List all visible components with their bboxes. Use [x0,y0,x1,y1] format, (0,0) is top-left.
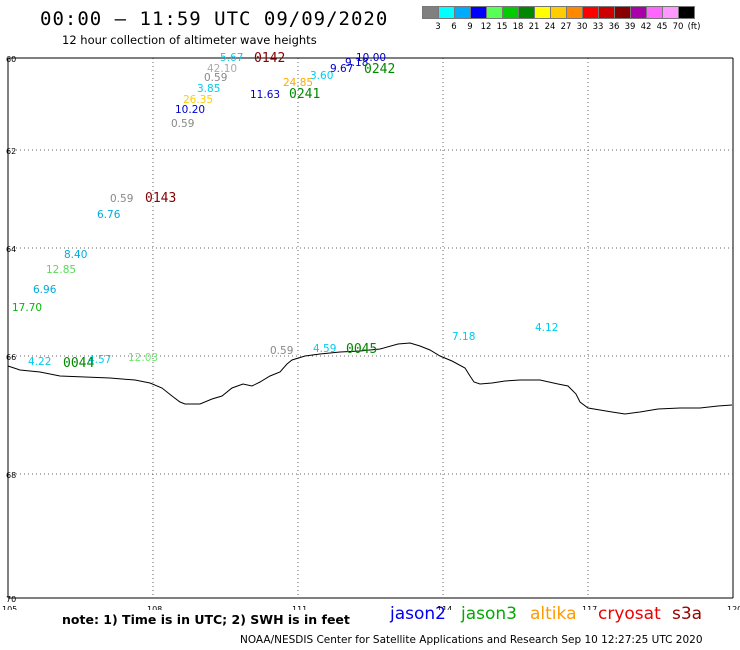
wave-height-label: 3.60 [310,70,333,82]
wave-height-label: 9.18 [345,57,368,69]
coastline [7,342,733,415]
color-legend [422,6,695,19]
wave-height-label: 6.96 [33,284,57,296]
legend-label: 33 [592,22,604,32]
satellite-cryosat: cryosat [598,604,661,624]
legend-swatch [566,6,583,19]
latitude-label: 68 [6,471,16,480]
wave-height-label: 9.67 [330,63,353,75]
satellite-jason3: jason3 [461,604,517,624]
wave-height-label: 0.59 [110,193,133,205]
legend-label: 15 [496,22,508,32]
legend-label: 45 [656,22,668,32]
page-subtitle: 12 hour collection of altimeter wave hei… [62,33,317,47]
wave-height-label: 17.70 [12,302,42,314]
wave-height-label: 11.63 [250,89,280,101]
legend-label: 9 [467,22,473,32]
legend-label: (ft) [687,22,701,32]
wave-height-label: 24.85 [283,77,313,89]
longitude-label: 108 [147,605,162,610]
wave-height-label: 42.10 [207,63,237,75]
wave-height-label: 7.18 [452,331,475,343]
satellite-jason2: jason2 [390,604,446,624]
legend-swatch [502,6,519,19]
legend-swatch [598,6,615,19]
latitude-label: 60 [6,55,16,64]
pass-time-label: 0045 [346,342,377,357]
legend-label: 21 [528,22,540,32]
legend-label: 27 [560,22,572,32]
pass-time-label: 0143 [145,191,176,206]
legend-swatch [470,6,487,19]
legend-label: 12 [480,22,492,32]
legend-swatch [486,6,503,19]
latitude-label: 64 [6,245,16,254]
legend-label: 24 [544,22,556,32]
legend-label: 70 [672,22,684,32]
longitude-label: 114 [437,605,452,610]
longitude-label: 105 [2,605,17,610]
satellite-s3a: s3a [672,604,703,624]
wave-height-label: 4.59 [313,343,336,355]
wave-height-label: 8.40 [64,249,87,261]
wave-height-label: 4.22 [28,356,51,368]
legend-swatch [550,6,567,19]
legend-swatch [678,6,695,19]
wave-height-label: 26.35 [183,94,213,106]
legend-label: 42 [640,22,652,32]
page-title: 00:00 – 11:59 UTC 09/09/2020 [40,8,389,30]
longitude-label: 111 [292,605,307,610]
legend-label: 6 [451,22,457,32]
latitude-label: 62 [6,147,16,156]
wave-labels: 5.6742.100.593.8526.3510.200.5911.6324.8… [12,51,558,371]
legend-label: 18 [512,22,524,32]
pass-time-label: 0241 [289,87,320,102]
wave-height-label: 0.59 [204,72,227,84]
wave-height-label: 10.00 [356,52,386,64]
wave-height-label: 4.57 [88,354,111,366]
wave-height-label: 0.59 [270,345,293,357]
legend-swatch [646,6,663,19]
satellite-altika: altika [530,604,577,624]
legend-swatch [454,6,471,19]
legend-swatch [422,6,439,19]
longitude-label: 117 [582,605,597,610]
wave-height-label: 0.59 [171,118,194,130]
wave-height-label: 4.12 [535,322,558,334]
credit-line: NOAA/NESDIS Center for Satellite Applica… [240,634,703,646]
legend-label: 36 [608,22,620,32]
pass-time-label: 0242 [364,62,395,77]
legend-swatch [438,6,455,19]
legend-label: 39 [624,22,636,32]
legend-swatch [662,6,679,19]
legend-label: 3 [435,22,441,32]
wave-height-label: 5.67 [220,52,243,64]
pass-time-label: 0142 [254,51,285,66]
legend-swatch [534,6,551,19]
wave-height-label: 3.85 [197,83,220,95]
pass-time-label: 0044 [63,356,94,371]
wave-height-label: 6.76 [97,209,121,221]
wave-height-label: 10.20 [175,104,205,116]
legend-label: 30 [576,22,588,32]
legend-swatch [630,6,647,19]
wave-height-label: 12.85 [46,264,76,276]
longitude-label: 120 [727,605,740,610]
legend-swatch [518,6,535,19]
latitude-label: 70 [6,595,16,604]
footer-note: note: 1) Time is in UTC; 2) SWH is in fe… [62,612,350,627]
latitude-label: 66 [6,353,16,362]
legend-swatch [582,6,599,19]
legend-swatch [614,6,631,19]
wave-height-label: 12.03 [128,352,158,364]
